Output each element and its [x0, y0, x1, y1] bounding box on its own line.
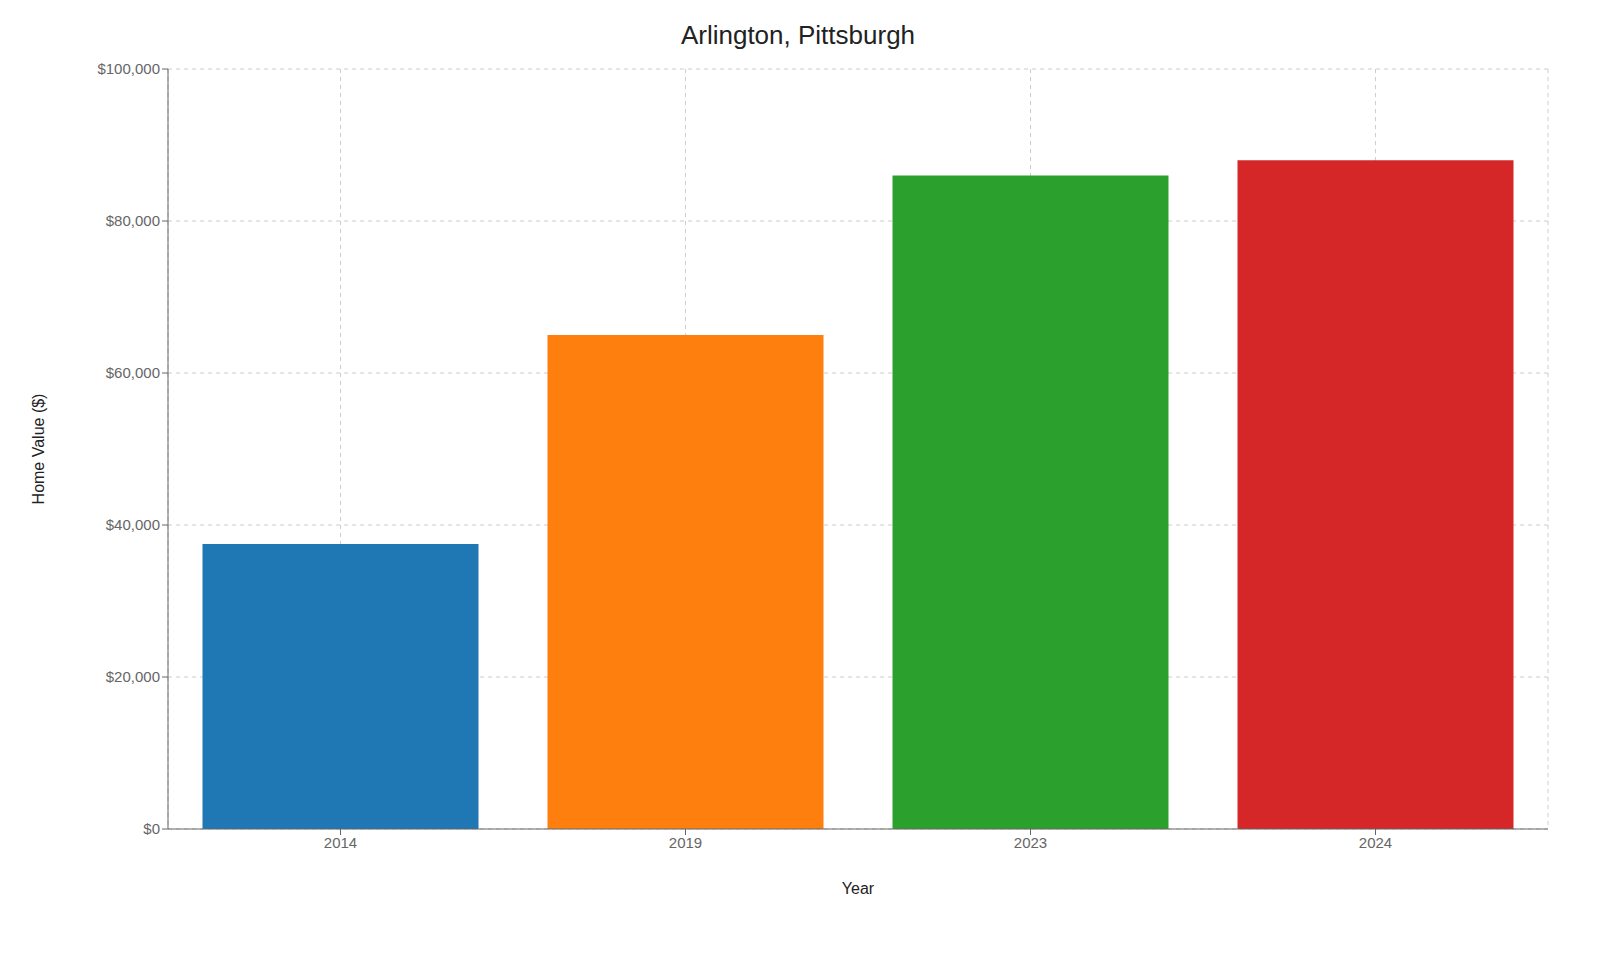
- svg-text:2023: 2023: [1014, 834, 1047, 851]
- svg-text:2024: 2024: [1359, 834, 1392, 851]
- svg-text:$40,000: $40,000: [106, 516, 160, 533]
- svg-text:$20,000: $20,000: [106, 668, 160, 685]
- svg-text:Year: Year: [842, 880, 875, 897]
- html-text:Arlington, Pittsburgh: Arlington, Pittsburgh: [680, 20, 916, 50]
- svg-text:$100,000: $100,000: [97, 60, 160, 77]
- svg-text:2019: 2019: [669, 834, 702, 851]
- svg-text:$80,000: $80,000: [106, 212, 160, 229]
- svg-text:Home Value ($): Home Value ($): [30, 394, 47, 505]
- svg-text:2014: 2014: [324, 834, 357, 851]
- svg-text:$0: $0: [143, 820, 160, 837]
- svg-text:$60,000: $60,000: [106, 364, 160, 381]
